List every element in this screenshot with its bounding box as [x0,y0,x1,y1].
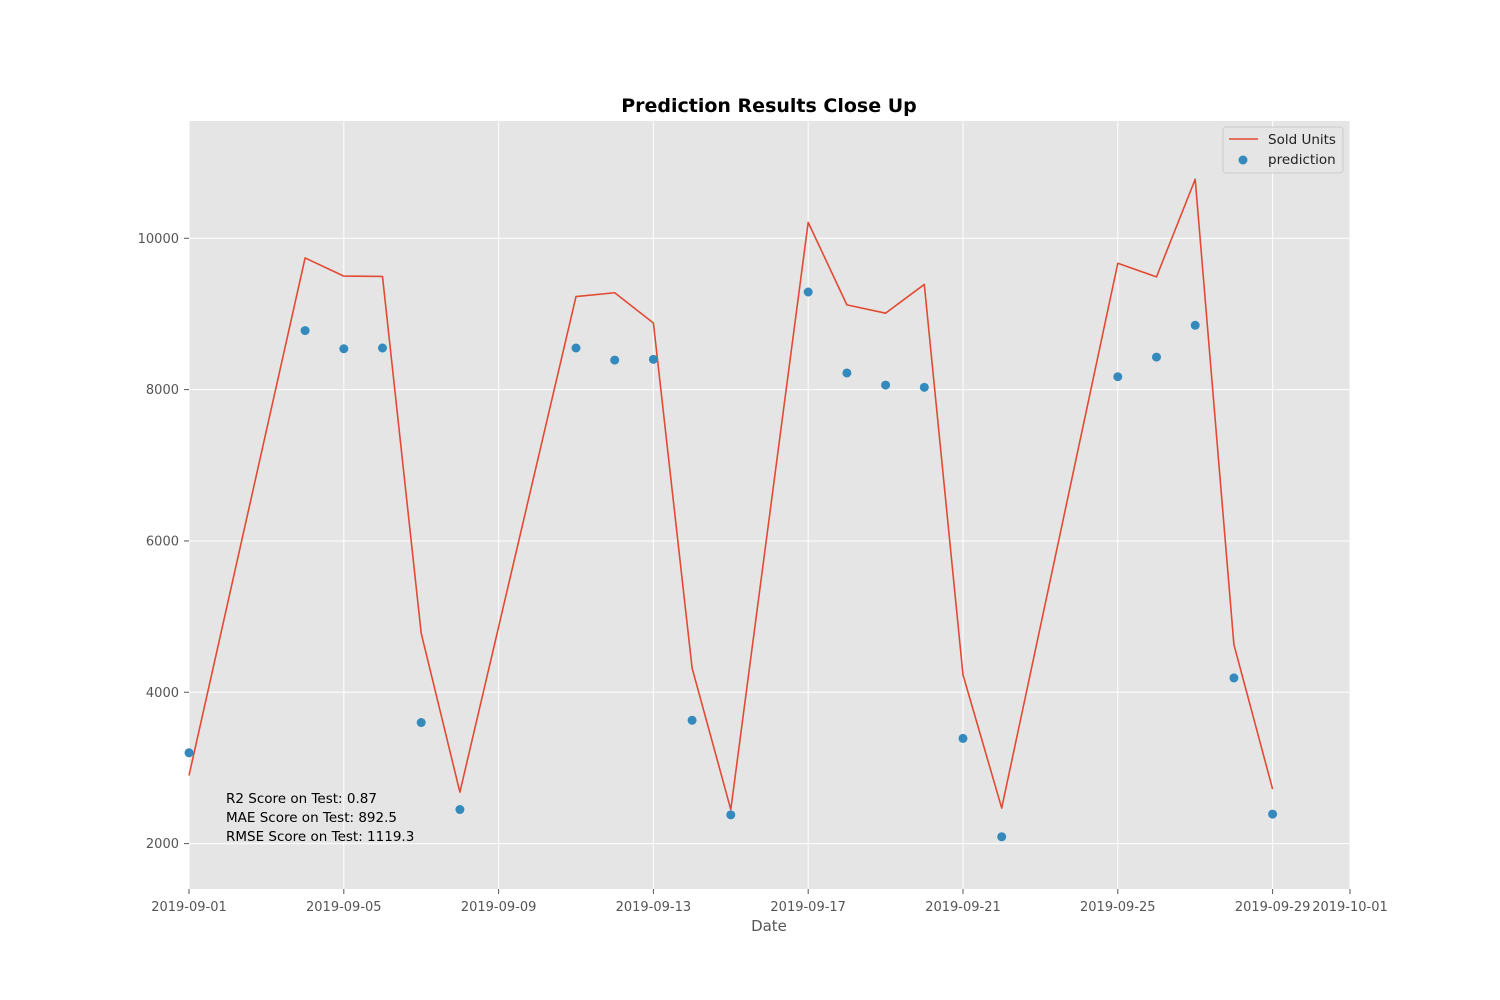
prediction-point [378,343,387,353]
y-tick-label: 4000 [146,686,179,701]
prediction-point [416,718,426,728]
plot-area [189,121,1350,889]
prediction-point [610,355,620,365]
legend-label-prediction: prediction [1268,152,1336,168]
prediction-point [1229,673,1239,683]
x-tick-label: 2019-09-05 [306,900,382,915]
prediction-point [842,368,852,378]
prediction-point [648,354,658,364]
point-layer [184,287,1278,842]
sold-units-line [188,178,1274,811]
x-tick-label: 2019-09-01 [151,900,227,915]
legend-dot-swatch [1238,155,1248,165]
prediction-point [1268,809,1278,819]
prediction-point [687,715,697,725]
chart-title: Prediction Results Close Up [621,95,917,117]
legend-label-sold-units: Sold Units [1268,132,1336,148]
prediction-point [300,326,310,336]
y-tick-label: 10000 [138,232,179,247]
x-tick-label: 2019-09-29 [1235,900,1311,915]
score-annotations: R2 Score on Test: 0.87 MAE Score on Test… [226,791,414,845]
y-tick-label: 2000 [146,837,179,852]
mae-score-text: MAE Score on Test: 892.5 [226,810,397,826]
legend: Sold Units prediction [1222,126,1344,174]
prediction-point [184,748,194,758]
x-axis-label: Date [751,917,787,935]
prediction-point [881,380,891,390]
x-tick-label: 2019-09-25 [1080,900,1156,915]
prediction-point [726,810,736,820]
prediction-point [919,382,929,392]
x-tick-label: 2019-10-01 [1312,900,1388,915]
line-layer [188,178,1274,811]
prediction-point [958,733,968,743]
prediction-point [1113,372,1123,382]
prediction-point [339,344,349,354]
grid-layer [188,121,1351,889]
x-tick-label: 2019-09-09 [461,900,537,915]
rmse-score-text: RMSE Score on Test: 1119.3 [226,829,414,845]
tick-layer: 2019-09-01 2019-09-05 2019-09-09 2019-09-13… [138,232,1388,915]
r2-score-text: R2 Score on Test: 0.87 [226,791,377,807]
y-tick-label: 6000 [146,534,179,549]
prediction-point [571,343,581,353]
x-tick-label: 2019-09-21 [925,900,1001,915]
y-tick-label: 8000 [146,383,179,398]
prediction-point [997,832,1007,842]
prediction-point [455,805,465,815]
prediction-point [1152,352,1161,362]
x-tick-label: 2019-09-13 [616,900,692,915]
prediction-point [1190,320,1200,330]
prediction-point [803,287,813,297]
x-tick-label: 2019-09-17 [770,900,846,915]
